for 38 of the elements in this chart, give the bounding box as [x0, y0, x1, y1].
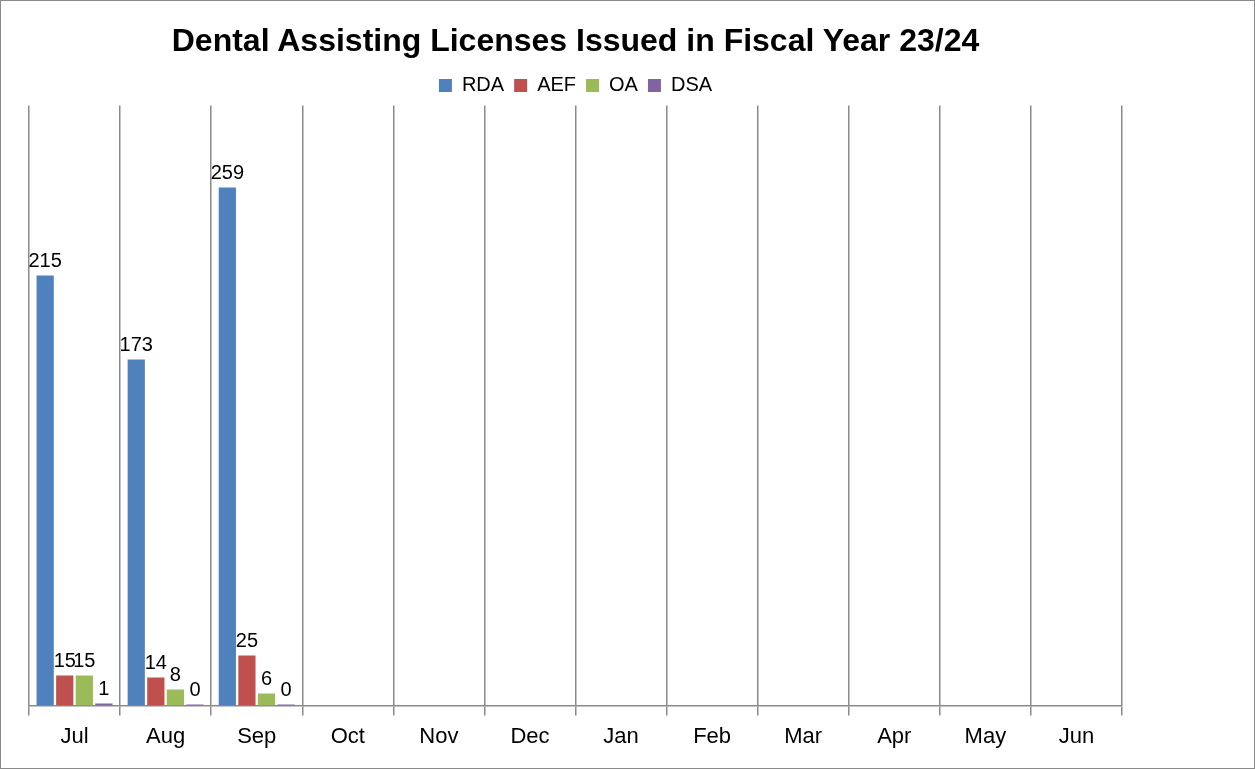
data-label: 0	[280, 678, 292, 701]
data-label: 6	[260, 667, 273, 690]
bar	[56, 675, 74, 706]
x-tick-label: Jul	[60, 722, 89, 748]
bar	[147, 677, 165, 706]
legend-label: OA	[609, 72, 639, 95]
bar	[257, 693, 276, 706]
x-tick-label: Dec	[510, 722, 550, 748]
x-tick-label: Oct	[330, 722, 365, 748]
x-tick-label: Sep	[237, 722, 277, 748]
legend-label: DSA	[670, 72, 713, 95]
chart-title: Dental Assisting Licenses Issued in Fiscal Year 23/24	[171, 22, 980, 59]
legend-label: AEF	[537, 72, 577, 95]
data-label: 8	[169, 663, 181, 686]
bar	[36, 275, 54, 706]
data-label: 259	[210, 160, 245, 183]
data-label: 14	[144, 651, 167, 674]
data-label: 173	[119, 333, 153, 355]
x-tick-label: Aug	[146, 722, 186, 748]
x-tick-label: Nov	[419, 722, 459, 748]
x-tick-label: Feb	[693, 722, 732, 748]
data-label: 1	[98, 677, 110, 700]
x-tick-label: Apr	[877, 722, 912, 748]
data-label: 25	[235, 629, 259, 652]
data-label: 0	[189, 678, 201, 701]
x-tick-label: Jun	[1058, 722, 1095, 748]
bar	[75, 675, 93, 706]
x-tick-label: Jan	[603, 722, 639, 748]
x-tick-label: Mar	[784, 722, 823, 748]
bar	[238, 655, 256, 706]
bar	[166, 689, 185, 706]
data-label: 15	[73, 649, 96, 672]
bar	[218, 187, 236, 706]
x-tick-label: May	[964, 722, 1007, 748]
legend-label: RDA	[461, 72, 505, 95]
data-label: 215	[28, 248, 62, 271]
bar	[127, 359, 145, 706]
data-label: 15	[53, 649, 76, 672]
